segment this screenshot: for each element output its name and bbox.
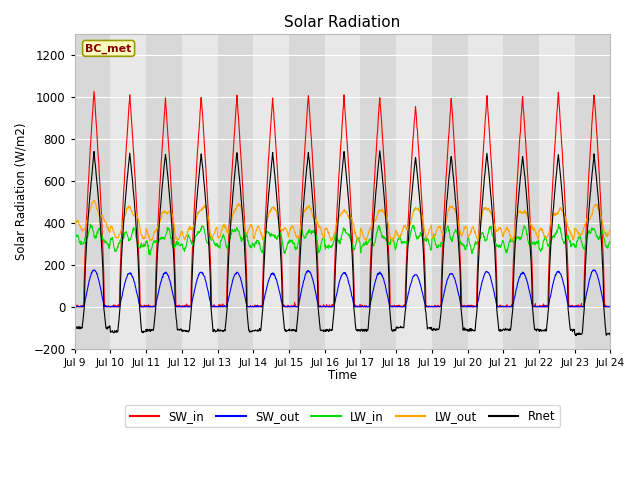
Bar bbox=[146, 34, 182, 348]
Bar bbox=[218, 34, 253, 348]
LW_out bbox=[606, 227, 614, 232]
Bar bbox=[75, 34, 111, 348]
LW_in bbox=[543, 240, 551, 246]
LW_in bbox=[178, 241, 186, 247]
SW_out bbox=[496, 304, 504, 310]
Rnet bbox=[426, 325, 433, 331]
Bar bbox=[111, 34, 146, 348]
Rnet bbox=[496, 327, 504, 333]
Line: SW_in: SW_in bbox=[75, 91, 610, 307]
LW_out bbox=[177, 229, 185, 235]
SW_out bbox=[178, 304, 186, 310]
SW_out bbox=[543, 304, 551, 310]
LW_in bbox=[426, 243, 434, 249]
Title: Solar Radiation: Solar Radiation bbox=[284, 15, 401, 30]
Line: LW_out: LW_out bbox=[75, 201, 610, 241]
SW_in bbox=[191, 203, 198, 208]
LW_out bbox=[71, 224, 79, 229]
Legend: SW_in, SW_out, LW_in, LW_out, Rnet: SW_in, SW_out, LW_in, LW_out, Rnet bbox=[125, 405, 560, 427]
Bar bbox=[182, 34, 218, 348]
SW_in bbox=[606, 304, 614, 310]
Rnet bbox=[543, 323, 550, 328]
Bar bbox=[539, 34, 575, 348]
Rnet bbox=[606, 332, 614, 338]
SW_in bbox=[71, 304, 79, 310]
SW_out bbox=[606, 303, 614, 309]
LW_out bbox=[388, 239, 396, 244]
X-axis label: Time: Time bbox=[328, 369, 357, 382]
Bar bbox=[503, 34, 539, 348]
LW_in bbox=[606, 239, 614, 244]
Line: LW_in: LW_in bbox=[75, 224, 610, 255]
SW_out bbox=[251, 304, 259, 310]
Bar bbox=[396, 34, 432, 348]
LW_in bbox=[147, 252, 154, 258]
Bar bbox=[575, 34, 611, 348]
SW_in bbox=[251, 304, 259, 310]
Rnet bbox=[71, 325, 79, 331]
LW_out bbox=[250, 236, 258, 241]
Rnet bbox=[177, 326, 184, 332]
LW_in bbox=[251, 244, 259, 250]
Bar bbox=[432, 34, 468, 348]
Rnet bbox=[572, 333, 580, 338]
LW_in bbox=[496, 243, 504, 249]
Rnet bbox=[250, 327, 257, 333]
LW_in bbox=[86, 221, 94, 227]
SW_in bbox=[426, 304, 434, 310]
SW_in bbox=[178, 304, 186, 310]
Bar bbox=[360, 34, 396, 348]
Bar bbox=[253, 34, 289, 348]
LW_out bbox=[496, 226, 504, 232]
SW_out bbox=[72, 304, 79, 310]
SW_out bbox=[191, 288, 198, 293]
LW_out bbox=[90, 198, 97, 204]
Bar bbox=[289, 34, 324, 348]
Line: Rnet: Rnet bbox=[75, 151, 610, 336]
LW_out bbox=[543, 234, 551, 240]
Text: BC_met: BC_met bbox=[85, 43, 132, 54]
SW_in bbox=[496, 304, 504, 310]
LW_in bbox=[71, 239, 79, 244]
LW_in bbox=[191, 239, 198, 244]
SW_in bbox=[71, 303, 79, 309]
SW_in bbox=[90, 88, 98, 94]
SW_out bbox=[90, 267, 98, 273]
SW_out bbox=[426, 304, 434, 310]
Line: SW_out: SW_out bbox=[75, 270, 610, 307]
LW_out bbox=[426, 226, 434, 231]
SW_in bbox=[543, 304, 551, 310]
Rnet bbox=[190, 240, 198, 245]
Rnet bbox=[376, 148, 383, 154]
Bar bbox=[468, 34, 503, 348]
SW_out bbox=[71, 304, 79, 310]
Y-axis label: Solar Radiation (W/m2): Solar Radiation (W/m2) bbox=[15, 122, 28, 260]
Bar bbox=[324, 34, 360, 348]
LW_out bbox=[190, 222, 198, 228]
